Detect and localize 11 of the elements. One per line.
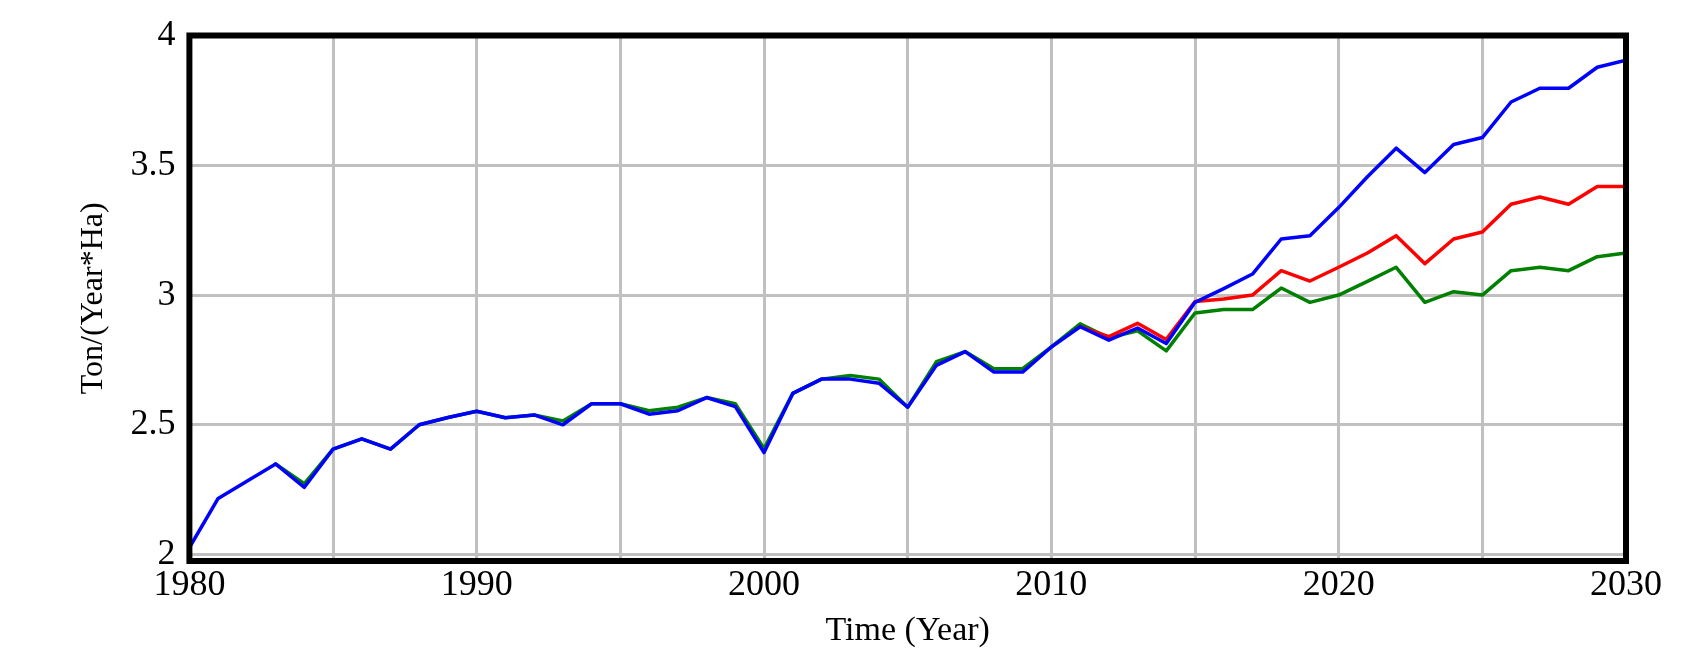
y-tick-label: 2.5 bbox=[130, 402, 176, 443]
x-axis-title: Time (Year) bbox=[825, 609, 990, 648]
y-tick-label: 3.5 bbox=[130, 142, 176, 183]
y-tick-label: 3 bbox=[157, 272, 176, 313]
x-tick-label: 2010 bbox=[1015, 563, 1088, 604]
x-tick-label: 2030 bbox=[1590, 563, 1662, 604]
x-tick-label: 1990 bbox=[440, 563, 513, 604]
y-axis-title: Ton/(Year*Ha) bbox=[72, 202, 109, 395]
y-tick-label: 4 bbox=[157, 13, 176, 54]
x-tick-label: 2020 bbox=[1302, 563, 1375, 604]
x-tick-label: 2000 bbox=[728, 563, 801, 604]
